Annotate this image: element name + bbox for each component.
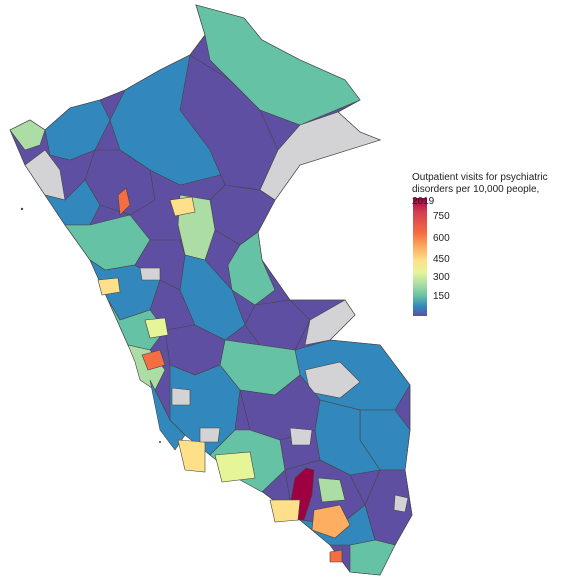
region-green-south xyxy=(317,477,346,503)
region-coast-north xyxy=(24,149,66,201)
region-yellow-4 xyxy=(269,499,301,523)
region-lightgreen-2 xyxy=(144,317,169,339)
legend-tick-150: 150 xyxy=(433,291,450,302)
island-1 xyxy=(20,207,24,211)
region-grey-east xyxy=(304,299,356,346)
region-orange-lima xyxy=(141,349,166,371)
region-yellow-2 xyxy=(177,439,206,473)
legend-tick-750: 750 xyxy=(433,211,450,222)
legend-colorbar xyxy=(413,198,427,316)
legend-title: Outpatient visits for psychiatric disord… xyxy=(412,172,562,208)
region-small-orange-coast xyxy=(329,549,343,563)
legend-tick-300: 300 xyxy=(433,272,450,283)
legend-title-line1: Outpatient visits for psychiatric xyxy=(412,172,548,183)
region-grey-4 xyxy=(139,267,161,281)
region-pasco xyxy=(179,254,246,341)
region-grey-1 xyxy=(171,387,191,406)
region-grey-south xyxy=(393,494,409,513)
region-orange-south xyxy=(311,504,351,539)
region-grey-2 xyxy=(199,427,221,443)
region-ucayali-green xyxy=(227,231,276,306)
region-grey-3 xyxy=(289,427,313,446)
region-lightgreen-1 xyxy=(214,451,256,483)
region-yellow-1 xyxy=(169,196,196,217)
region-orange-north xyxy=(117,187,131,216)
region-tumbes xyxy=(9,119,46,151)
legend-tick-600: 600 xyxy=(433,233,450,244)
legend-tick-450: 450 xyxy=(433,254,450,265)
region-loreto-north xyxy=(195,4,361,126)
legend-title-line2: disorders per 10,000 people, 2019 xyxy=(412,184,540,207)
region-piura xyxy=(44,99,111,161)
region-yellow-3 xyxy=(97,277,121,296)
island-2 xyxy=(159,441,161,443)
region-tacna xyxy=(349,539,396,576)
